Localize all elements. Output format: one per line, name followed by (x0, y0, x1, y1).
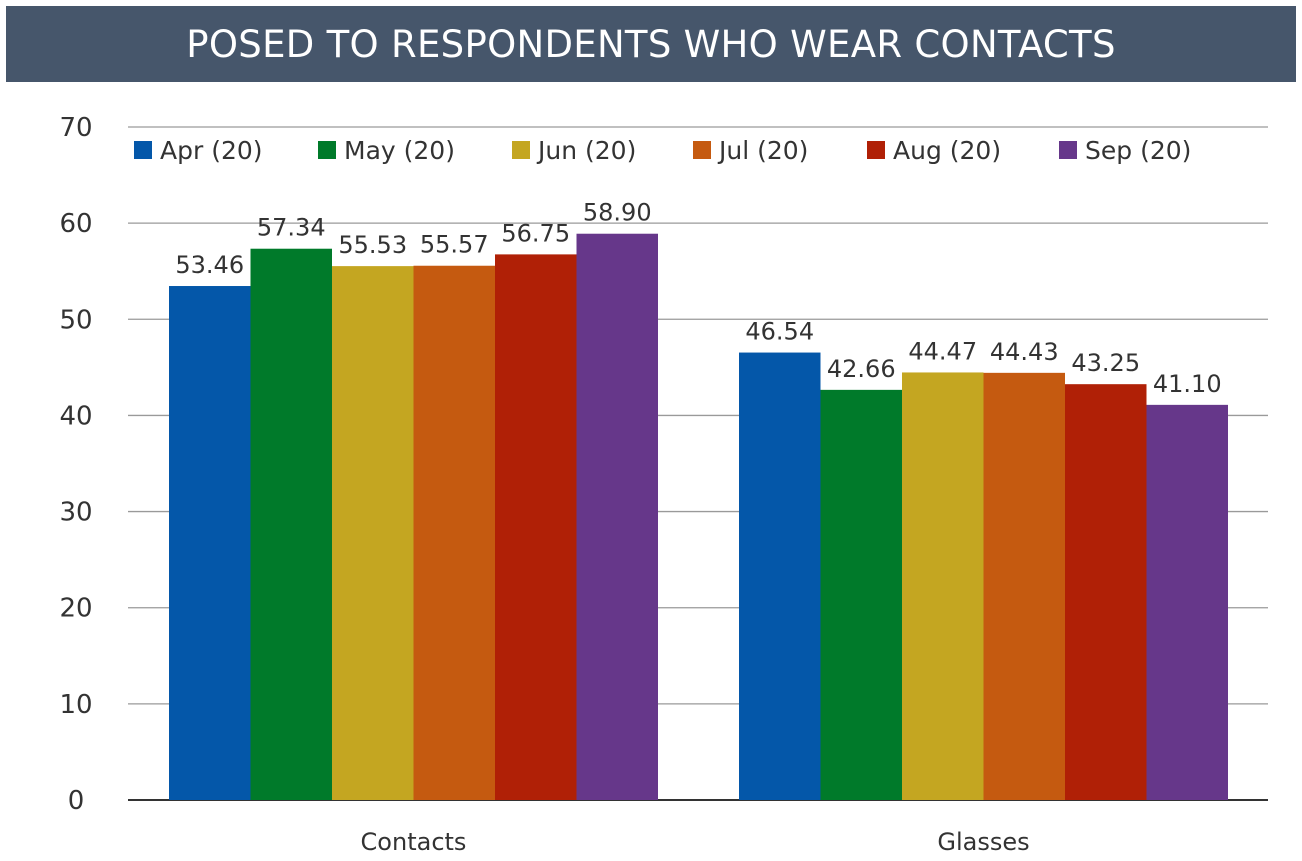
chart-area: 0 10 20 30 40 50 60 70 53.46 46.54 57.34 42.66 55.53… (0, 90, 1302, 856)
legend-label: Sep (20) (1085, 136, 1191, 165)
y-tick-label: 50 (59, 305, 92, 335)
legend-swatch (318, 141, 336, 159)
data-label: 57.34 (257, 214, 326, 242)
data-label: 53.46 (175, 251, 244, 279)
bar (495, 254, 577, 800)
legend-swatch (693, 141, 711, 159)
y-tick-label: 70 (59, 113, 92, 143)
x-tick-label: Glasses (937, 828, 1029, 856)
bar (1146, 404, 1228, 800)
bar-chart: 0 10 20 30 40 50 60 70 53.46 46.54 57.34 42.66 55.53… (59, 113, 1268, 856)
bar (413, 265, 495, 800)
bar (902, 372, 984, 800)
bar (739, 352, 821, 800)
data-label: 44.47 (908, 337, 977, 365)
y-tick-label: 0 (68, 786, 85, 816)
legend-swatch (1059, 141, 1077, 159)
y-tick-label: 40 (59, 401, 92, 431)
legend-label: Aug (20) (893, 136, 1001, 165)
legend-label: Jun (20) (536, 136, 636, 165)
legend-label: Apr (20) (160, 136, 263, 165)
y-tick-label: 20 (59, 594, 92, 624)
data-label: 58.90 (583, 199, 652, 227)
chart-title: POSED TO RESPONDENTS WHO WEAR CONTACTS (186, 22, 1116, 66)
data-label: 42.66 (827, 355, 896, 383)
legend-label: May (20) (344, 136, 455, 165)
bar (820, 389, 902, 800)
y-tick-label: 30 (59, 498, 92, 528)
data-label: 46.54 (745, 318, 814, 346)
bar (250, 248, 332, 800)
legend-swatch (867, 141, 885, 159)
bar (169, 286, 251, 800)
bar (576, 233, 658, 800)
x-tick-label: Contacts (361, 828, 467, 856)
bar (1065, 384, 1147, 800)
data-label: 41.10 (1153, 370, 1222, 398)
data-label: 55.53 (338, 231, 407, 259)
bar (983, 372, 1065, 800)
data-label: 44.43 (990, 338, 1059, 366)
y-tick-label: 60 (59, 209, 92, 239)
legend-swatch (134, 141, 152, 159)
data-label: 55.57 (420, 231, 489, 259)
bar (332, 266, 414, 800)
data-label: 56.75 (501, 219, 570, 247)
legend-label: Jul (20) (717, 136, 808, 165)
data-label: 43.25 (1071, 349, 1140, 377)
chart-title-banner: POSED TO RESPONDENTS WHO WEAR CONTACTS (6, 6, 1296, 82)
y-tick-label: 10 (59, 690, 92, 720)
legend-swatch (512, 141, 530, 159)
